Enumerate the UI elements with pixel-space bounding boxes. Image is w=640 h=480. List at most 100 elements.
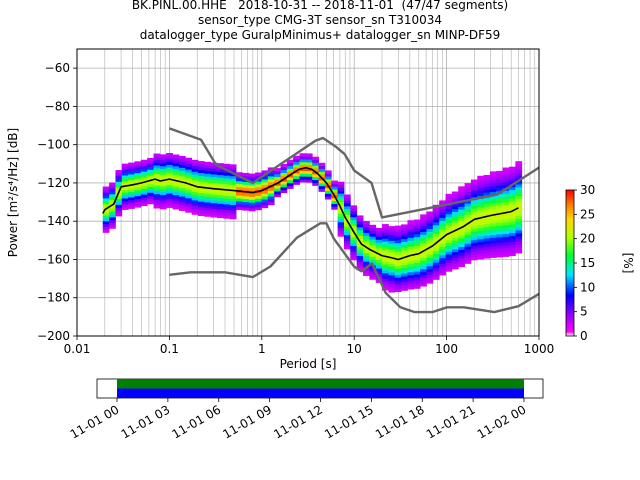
heatmap-cell (223, 189, 231, 193)
heatmap-cell (432, 222, 440, 226)
heatmap-cell (223, 166, 231, 170)
heatmap-cell (489, 185, 497, 190)
heatmap-cell (350, 242, 358, 246)
heatmap-cell (166, 190, 173, 194)
heatmap-cell (267, 190, 275, 194)
heatmap-cell (223, 203, 231, 208)
heatmap-cell (515, 195, 523, 199)
heatmap-cell (388, 257, 396, 261)
heatmap-cell (166, 201, 173, 206)
heatmap-cell (470, 199, 478, 203)
heatmap-cell (477, 233, 485, 237)
heatmap-cell (267, 198, 275, 203)
heatmap-cell (483, 220, 491, 225)
heatmap-cell (432, 259, 440, 263)
heatmap-cell (356, 252, 364, 256)
heatmap-cell (388, 243, 396, 247)
heatmap-cell (356, 246, 364, 251)
heatmap-cell (483, 238, 491, 242)
heatmap-cell (375, 265, 383, 269)
heatmap-cell (470, 191, 478, 195)
heatmap-cell (121, 163, 129, 167)
heatmap-cell (369, 227, 377, 231)
heatmap-cell (451, 251, 459, 256)
heatmap-cell (489, 217, 497, 221)
heatmap-cell (445, 268, 453, 272)
heatmap-cell (394, 251, 402, 255)
heatmap-cell (363, 246, 370, 251)
heatmap-cell (229, 204, 237, 208)
heatmap-cell (312, 182, 319, 186)
heatmap-cell (204, 184, 212, 189)
heatmap-cell (483, 240, 491, 245)
heatmap-cell (375, 253, 383, 258)
heatmap-cell (350, 211, 358, 215)
heatmap-cell (153, 193, 161, 198)
heatmap-cell (185, 163, 193, 167)
heatmap-cell (134, 195, 142, 199)
heatmap-cell (451, 234, 459, 238)
heatmap-cell (458, 223, 465, 227)
heatmap-cell (496, 199, 504, 203)
heatmap-cell (115, 204, 123, 208)
heatmap-cell (483, 192, 491, 196)
heatmap-cell (115, 178, 123, 182)
heatmap-cell (477, 207, 485, 211)
heatmap-cell (496, 176, 504, 180)
heatmap-cell (159, 200, 167, 204)
heatmap-cell (496, 254, 504, 258)
heatmap-cell (248, 196, 256, 200)
heatmap-cell (172, 177, 180, 181)
heatmap-cell (458, 197, 465, 202)
heatmap-cell (356, 229, 364, 234)
heatmap-cell (445, 265, 453, 269)
heatmap-cell (236, 186, 243, 190)
heatmap-cell (178, 181, 186, 186)
heatmap-cell (489, 223, 497, 227)
heatmap-cell (483, 255, 491, 259)
heatmap-cell (489, 200, 497, 204)
heatmap-cell (515, 241, 523, 245)
heatmap-cell (102, 226, 110, 230)
heatmap-cell (509, 181, 516, 185)
heatmap-cell (261, 170, 269, 174)
heatmap-cell (261, 181, 269, 186)
heatmap-cell (413, 225, 421, 229)
heatmap-cell (413, 274, 421, 278)
heatmap-cell (464, 237, 472, 241)
heatmap-cell (128, 197, 135, 201)
heatmap-cell (496, 193, 504, 198)
heatmap-cell (451, 202, 459, 207)
heatmap-cell (343, 226, 351, 230)
heatmap-cell (356, 226, 364, 231)
heatmap-cell (470, 257, 478, 261)
heatmap-cell (343, 234, 351, 238)
heatmap-cell (217, 183, 224, 187)
heatmap-cell (102, 198, 110, 202)
heatmap-cell (343, 228, 351, 233)
heatmap-cell (280, 186, 288, 191)
heatmap-cell (140, 176, 148, 181)
heatmap-cell (439, 249, 446, 253)
heatmap-cell (197, 169, 205, 173)
heatmap-cell (299, 170, 307, 174)
heatmap-cell (382, 267, 389, 271)
heatmap-cell (172, 171, 180, 175)
heatmap-cell (445, 225, 453, 229)
heatmap-cell (204, 190, 212, 194)
heatmap-cell (350, 219, 358, 223)
heatmap-cell (470, 219, 478, 224)
heatmap-cell (337, 216, 345, 220)
heatmap-cell (166, 196, 173, 200)
heatmap-cell (140, 171, 148, 175)
heatmap-cell (489, 231, 497, 235)
heatmap-cell (350, 216, 358, 221)
heatmap-cell (470, 239, 478, 244)
heatmap-cell (197, 175, 205, 179)
heatmap-cell (305, 162, 313, 166)
heatmap-cell (255, 186, 262, 191)
heatmap-cell (477, 247, 485, 251)
heatmap-cell (356, 264, 364, 268)
heatmap-cell (496, 216, 504, 221)
heatmap-cell (477, 244, 485, 248)
